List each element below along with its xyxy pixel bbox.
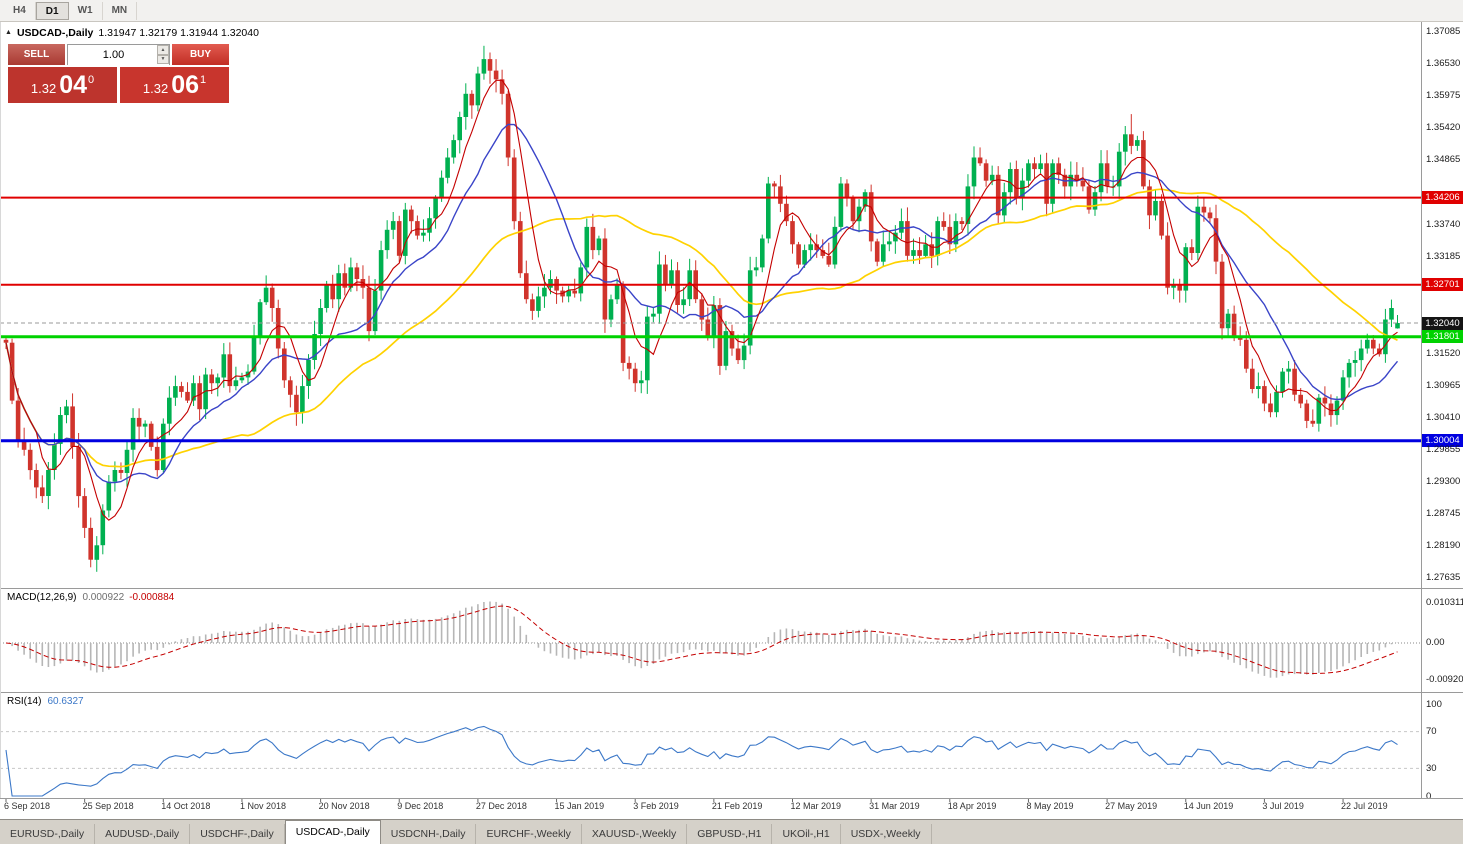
symbol-name: USDCAD-,Daily (16, 27, 94, 39)
rsi-label: RSI(14) 60.6327 (7, 696, 84, 707)
chart-tab-usdchf-daily[interactable]: USDCHF-,Daily (190, 824, 285, 844)
chart-left-edge (0, 22, 1, 798)
volume-down-icon[interactable]: ▼ (157, 54, 169, 64)
volume-box: ▲ ▼ (67, 44, 170, 65)
buy-price-main: 1.32 (142, 81, 169, 96)
buy-price-big: 06 (171, 71, 199, 99)
candles-layer[interactable] (3, 45, 1400, 572)
buy-price-quote[interactable]: 1.32 06 1 (120, 67, 229, 103)
chart-tab-usdx-weekly[interactable]: USDX-,Weekly (841, 824, 932, 844)
macd-signal-value: -0.000884 (129, 592, 175, 603)
rsi-name: RSI(14) (7, 696, 42, 707)
buy-price-sup: 1 (200, 73, 207, 86)
rsi-panel-separator[interactable] (0, 692, 1463, 693)
chart-tab-gbpusd-h1[interactable]: GBPUSD-,H1 (687, 824, 773, 844)
chart-tab-audusd-daily[interactable]: AUDUSD-,Daily (95, 824, 191, 844)
rsi-line (5, 725, 1398, 797)
moving-average-40[interactable] (5, 188, 1398, 468)
chart-tab-xauusd-weekly[interactable]: XAUUSD-,Weekly (582, 824, 688, 844)
macd-histogram (11, 601, 1399, 678)
timeframe-button-mn[interactable]: MN (103, 1, 138, 20)
sell-button[interactable]: SELL (8, 44, 65, 65)
chart-tab-usdcad-daily[interactable]: USDCAD-,Daily (284, 820, 381, 844)
timeframe-button-h4[interactable]: H4 (4, 1, 36, 20)
volume-spinner: ▲ ▼ (157, 45, 169, 64)
sell-price-sup: 0 (88, 73, 95, 86)
date-axis-line (0, 798, 1463, 799)
macd-name: MACD(12,26,9) (7, 592, 77, 603)
chart-tab-eurusd-daily[interactable]: EURUSD-,Daily (0, 824, 96, 844)
one-click-trade-panel: SELL ▲ ▼ BUY 1.32 04 0 1.32 06 1 (8, 44, 229, 103)
sell-price-big: 04 (59, 71, 87, 99)
chart-tab-eurchf-weekly[interactable]: EURCHF-,Weekly (476, 824, 582, 844)
moving-average-14[interactable] (5, 123, 1399, 484)
buy-button[interactable]: BUY (172, 44, 229, 65)
chart-tab-usdcnh-daily[interactable]: USDCNH-,Daily (381, 824, 477, 844)
macd-label: MACD(12,26,9) 0.000922 -0.000884 (7, 592, 174, 603)
timeframe-button-w1[interactable]: W1 (69, 1, 103, 20)
moving-average-6[interactable] (5, 79, 1398, 521)
macd-panel-separator[interactable] (0, 588, 1463, 589)
macd-signal-line (5, 605, 1398, 675)
chart-tabs-bar: EURUSD-,Daily AUDUSD-,Daily USDCHF-,Daily U… (0, 819, 1463, 844)
sell-price-quote[interactable]: 1.32 04 0 (8, 67, 117, 103)
timeframe-button-d1[interactable]: D1 (35, 1, 69, 20)
ohlc-values: 1.31947 1.32179 1.31944 1.32040 (98, 27, 259, 39)
chart-tab-ukoil-h1[interactable]: UKOil-,H1 (772, 824, 841, 844)
timeframe-toolbar: H4 D1 W1 MN (0, 0, 1463, 22)
chart-title: ▲ USDCAD-,Daily 1.31947 1.32179 1.31944 … (5, 27, 259, 39)
sell-price-main: 1.32 (30, 81, 57, 96)
price-axis-line (1421, 22, 1422, 798)
volume-up-icon[interactable]: ▲ (157, 45, 169, 55)
macd-main-value: 0.000922 (82, 592, 125, 603)
volume-input[interactable] (68, 45, 169, 65)
collapse-triangle-icon[interactable]: ▲ (5, 29, 12, 36)
rsi-value: 60.6327 (47, 696, 84, 707)
